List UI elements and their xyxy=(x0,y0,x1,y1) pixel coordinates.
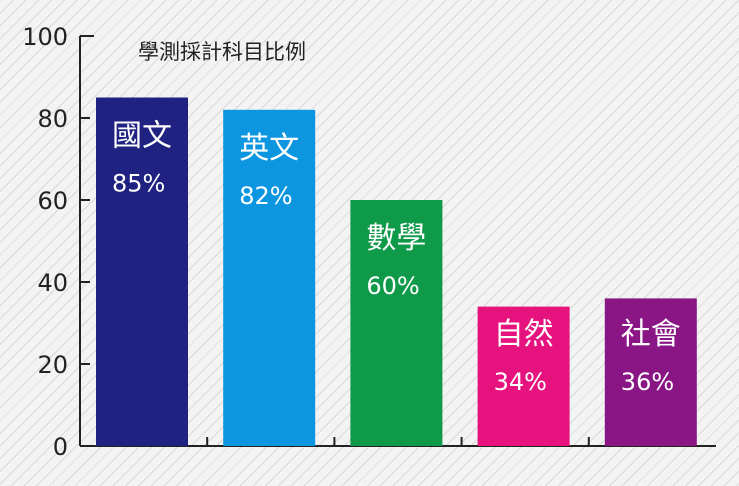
bars: 國文 85% 英文 82% 數學 60% 自然 34% 社會 36% xyxy=(96,97,697,447)
bar-2 xyxy=(223,109,316,447)
bar-value-label: 36% xyxy=(621,368,674,396)
bar-value-label: 85% xyxy=(112,170,165,198)
y-tick-label: 0 xyxy=(53,433,68,461)
y-tick-label: 40 xyxy=(37,269,68,297)
y-tick-label: 60 xyxy=(37,187,68,215)
chart-title: 學測採計科目比例 xyxy=(138,40,306,64)
bar-1 xyxy=(96,97,188,446)
y-tick-label: 100 xyxy=(22,23,68,51)
y-axis: 0 20 40 60 80 100 xyxy=(22,23,94,461)
y-tick-label: 80 xyxy=(37,105,68,133)
y-tick-label: 20 xyxy=(37,351,68,379)
bar-value-label: 82% xyxy=(239,182,292,210)
bar-category-label: 國文 xyxy=(112,119,172,154)
bar-category-label: 社會 xyxy=(621,317,681,352)
bar-value-label: 34% xyxy=(494,368,547,396)
bar-category-label: 數學 xyxy=(366,221,426,256)
bar-value-label: 60% xyxy=(366,272,419,300)
bar-4 xyxy=(477,306,570,446)
bar-category-label: 英文 xyxy=(239,131,299,166)
bar-3 xyxy=(350,200,443,446)
bar-5 xyxy=(604,298,697,446)
bar-category-label: 自然 xyxy=(494,317,554,352)
